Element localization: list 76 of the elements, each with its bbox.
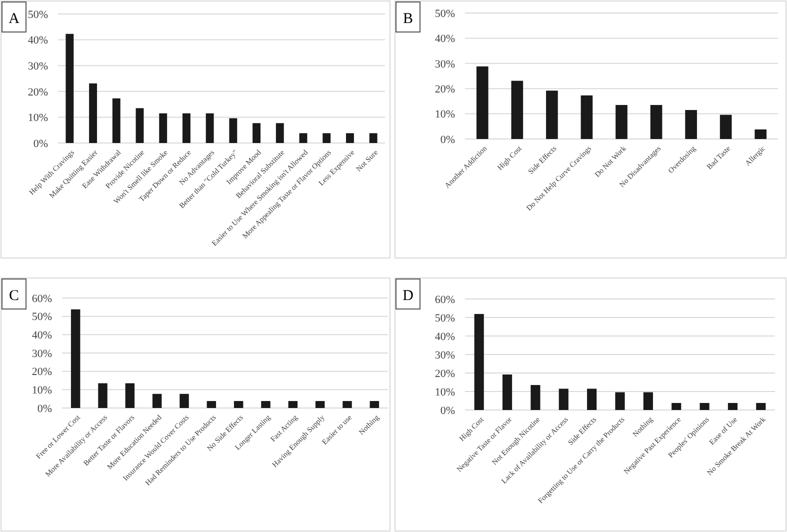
bar: [66, 34, 74, 143]
bar: [616, 104, 628, 139]
bar: [125, 383, 135, 408]
bar: [615, 392, 625, 410]
bar: [252, 123, 261, 143]
bar: [346, 133, 354, 143]
y-tick-label: 0%: [33, 138, 48, 150]
y-tick-label: 20%: [434, 368, 455, 380]
bar: [650, 104, 662, 139]
bar: [342, 401, 352, 408]
y-tick-label: 30%: [28, 60, 48, 72]
y-tick-label: 60%: [32, 292, 52, 305]
bar: [234, 401, 244, 408]
chart-title: A: [8, 11, 20, 27]
bar: [261, 401, 270, 408]
y-tick-label: 40%: [28, 34, 48, 47]
y-tick-label: 40%: [32, 330, 52, 342]
bar: [720, 114, 732, 139]
chart-title: C: [8, 288, 20, 304]
y-tick-label: 30%: [434, 58, 455, 70]
y-tick-label: 20%: [28, 86, 48, 98]
bar: [476, 66, 488, 139]
bar: [229, 118, 238, 143]
bar: [152, 394, 162, 408]
bar: [558, 388, 568, 410]
bar: [180, 394, 189, 408]
y-tick-label: 50%: [434, 312, 455, 324]
bar: [206, 401, 216, 408]
y-tick-label: 20%: [434, 83, 455, 96]
bar: [206, 113, 214, 143]
bar: [728, 402, 738, 410]
bar: [369, 133, 378, 143]
bar: [182, 113, 190, 143]
y-tick-label: 30%: [32, 348, 52, 360]
bar: [159, 113, 168, 143]
bar: [299, 133, 308, 143]
y-tick-label: 50%: [32, 311, 52, 324]
y-tick-label: 0%: [440, 404, 455, 417]
bar: [276, 123, 284, 143]
y-tick-label: 40%: [434, 330, 455, 343]
bar: [756, 402, 766, 410]
y-tick-label: 10%: [434, 386, 455, 398]
bar: [288, 401, 298, 408]
bar: [546, 90, 558, 139]
bar: [89, 83, 98, 143]
bar: [370, 401, 380, 408]
bar: [70, 309, 80, 408]
bar: [98, 383, 108, 408]
bar: [754, 129, 767, 139]
bar: [502, 374, 512, 410]
bar: [700, 402, 710, 410]
bar: [530, 385, 540, 410]
chart-title: B: [402, 11, 414, 27]
y-tick-label: 0%: [440, 134, 455, 146]
bar: [474, 314, 484, 410]
y-tick-label: 10%: [32, 384, 52, 397]
bar: [672, 402, 682, 410]
chart-title: D: [402, 288, 414, 304]
y-tick-label: 30%: [434, 349, 455, 362]
bar: [315, 401, 325, 408]
y-tick-label: 10%: [28, 112, 48, 124]
y-tick-label: 20%: [32, 366, 52, 378]
y-tick-label: 10%: [434, 108, 455, 121]
bar: [643, 392, 653, 410]
y-tick-label: 50%: [28, 8, 48, 21]
bar: [685, 110, 697, 139]
bar: [112, 98, 120, 143]
y-tick-label: 40%: [434, 33, 455, 46]
y-tick-label: 0%: [37, 402, 52, 415]
bar: [580, 95, 593, 139]
y-tick-label: 60%: [434, 294, 455, 306]
bar: [322, 133, 331, 143]
bar: [136, 108, 144, 143]
bar: [587, 388, 597, 410]
bar: [511, 80, 524, 139]
y-tick-label: 50%: [434, 8, 455, 20]
